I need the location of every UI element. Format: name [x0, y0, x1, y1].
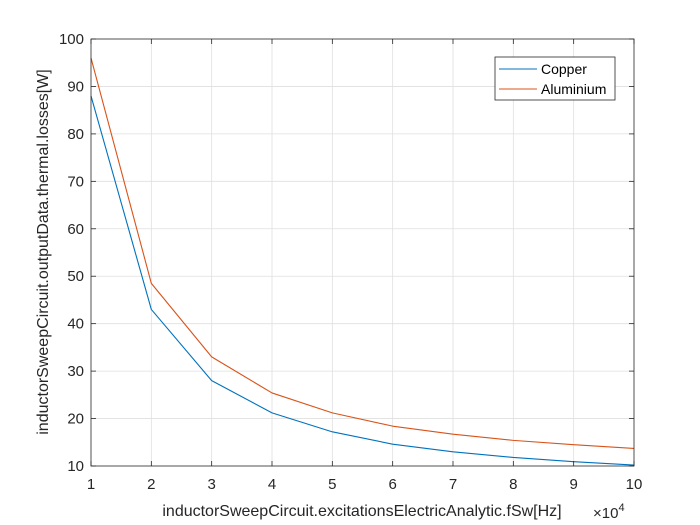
x-multiplier-base: ×10	[593, 505, 618, 522]
legend: Copper Aluminium	[494, 56, 616, 101]
y-tick-label: 50	[67, 268, 84, 285]
x-tick-label: 9	[569, 476, 577, 493]
y-axis-label: inductorSweepCircuit.outputData.thermal.…	[35, 69, 52, 435]
x-multiplier-exponent: 4	[618, 502, 624, 514]
ticks	[90, 38, 635, 467]
y-tick-label: 100	[59, 31, 84, 48]
x-tick-label: 4	[268, 476, 276, 493]
plot-box	[90, 38, 635, 467]
legend-label-copper: Copper	[541, 61, 587, 77]
series-line-aluminium	[90, 57, 635, 449]
grid	[91, 39, 634, 466]
y-tick-label: 90	[67, 78, 84, 95]
x-tick-label: 3	[207, 476, 215, 493]
x-tick-label: 6	[388, 476, 396, 493]
x-tick-label: 10	[626, 476, 643, 493]
x-tick-label: 8	[509, 476, 517, 493]
x-tick-label: 1	[87, 476, 95, 493]
x-tick-label: 2	[147, 476, 155, 493]
x-tick-label: 7	[449, 476, 457, 493]
series-layer	[90, 57, 635, 466]
plot-area	[91, 39, 634, 466]
y-tick-label: 20	[67, 411, 84, 428]
y-tick-label: 80	[67, 126, 84, 143]
series-line-copper	[90, 95, 635, 466]
y-tick-label: 60	[67, 221, 84, 238]
x-axis-multiplier: ×104	[593, 502, 625, 522]
y-tick-label: 10	[67, 458, 84, 475]
y-tick-label: 30	[67, 363, 84, 380]
legend-box	[494, 56, 616, 101]
x-tick-label: 5	[328, 476, 336, 493]
legend-label-aluminium: Aluminium	[541, 81, 606, 97]
x-axis-label: inductorSweepCircuit.excitationsElectric…	[162, 503, 561, 520]
y-tick-label: 70	[67, 173, 84, 190]
x-tick-labels: 1 2 3 4 5 6 7 8 9 10	[87, 476, 643, 493]
y-tick-labels: 10 20 30 40 50 60 70 80 90 100	[59, 31, 84, 475]
y-tick-label: 40	[67, 316, 84, 333]
